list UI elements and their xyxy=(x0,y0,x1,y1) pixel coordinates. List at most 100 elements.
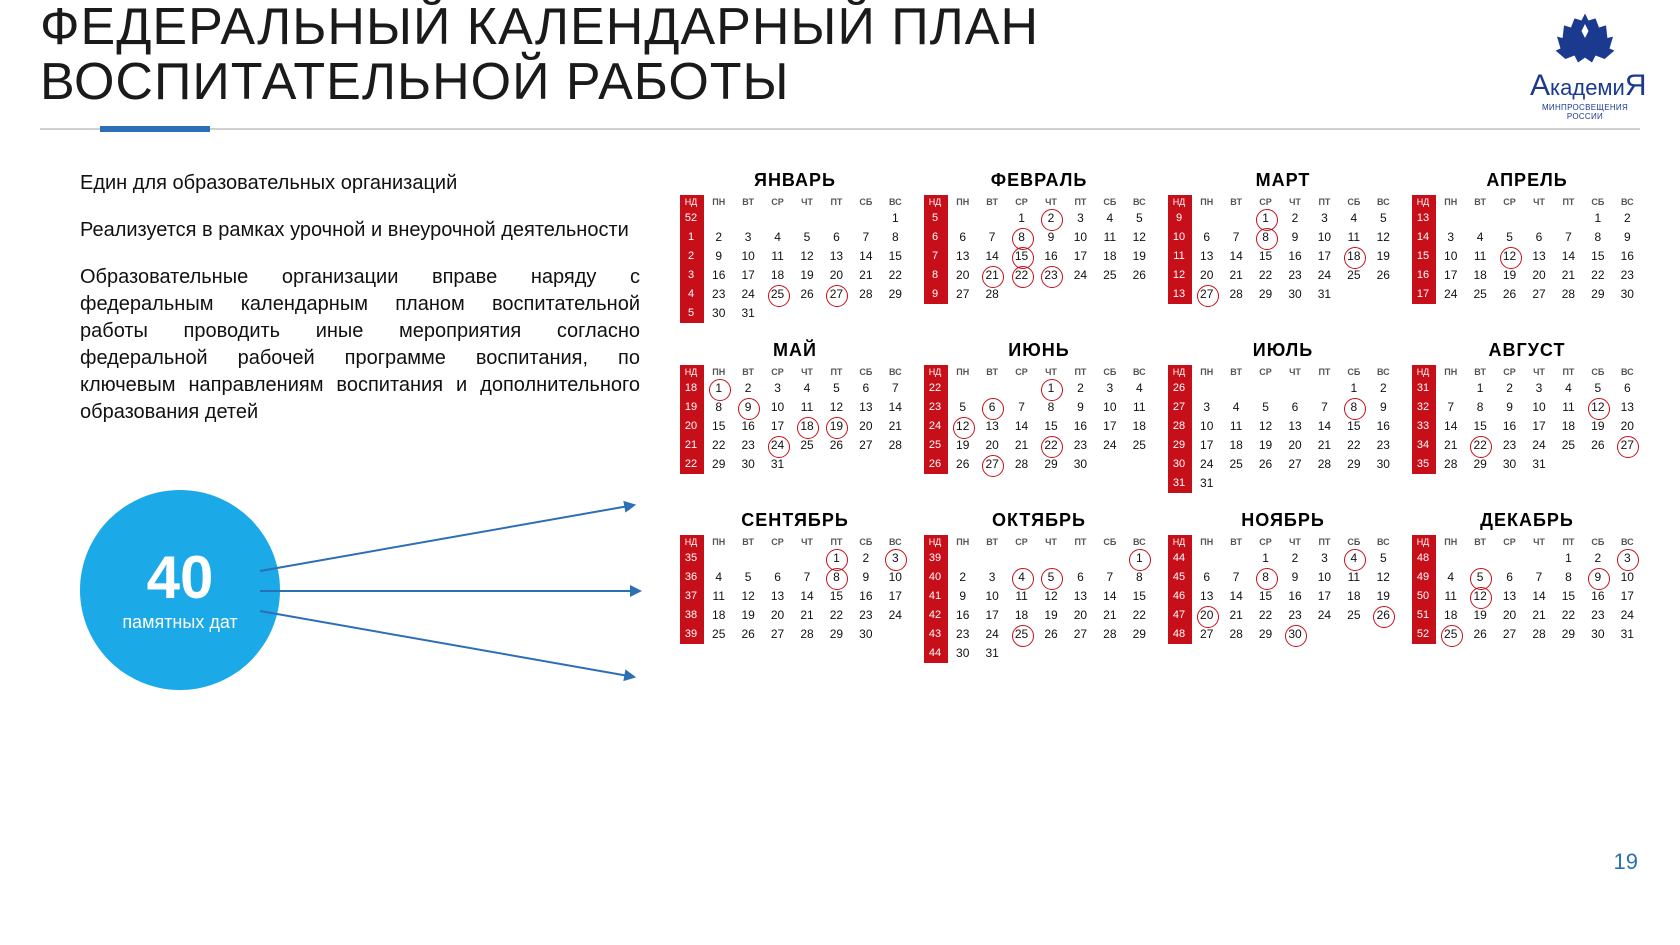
calendar-day: 30 xyxy=(1280,625,1309,644)
calendar-day: 19 xyxy=(1465,606,1494,625)
month-name: ИЮЛЬ xyxy=(1168,340,1398,361)
calendar-day: 9 xyxy=(733,398,762,417)
calendar-day: 25 xyxy=(1339,606,1368,625)
calendar-day: 2 xyxy=(1495,379,1524,398)
text-column: Един для образовательных организаций Реа… xyxy=(80,170,640,446)
calendar-day: 9 xyxy=(1495,398,1524,417)
calendar-day: 12 xyxy=(822,398,851,417)
calendar-day: 21 xyxy=(1007,436,1036,455)
eagle-emblem-icon xyxy=(1550,10,1620,65)
month-name: СЕНТЯБРЬ xyxy=(680,510,910,531)
calendar-day: 15 xyxy=(1339,417,1368,436)
calendar-day: 13 xyxy=(1192,587,1221,606)
calendar-day: 25 xyxy=(704,625,733,644)
calendar-day: 9 xyxy=(1280,568,1309,587)
calendar-day: 25 xyxy=(1125,436,1154,455)
calendar-day: 29 xyxy=(1125,625,1154,644)
calendar-day: 20 xyxy=(763,606,792,625)
calendar-day: 27 xyxy=(977,455,1006,474)
calendar-day: 19 xyxy=(792,266,821,285)
calendar-day: 16 xyxy=(851,587,880,606)
calendar-day: 11 xyxy=(763,247,792,266)
calendar-day: 26 xyxy=(1369,606,1398,625)
calendar-day: 8 xyxy=(1339,398,1368,417)
calendar-day: 22 xyxy=(1125,606,1154,625)
calendar-day: 1 xyxy=(1251,209,1280,228)
calendar-month: ФЕВРАЛЬНД56789ПНВТСРЧТПТСБВС123456789101… xyxy=(924,170,1154,322)
calendar-day: 24 xyxy=(1436,285,1465,304)
calendar-day: 13 xyxy=(1613,398,1642,417)
calendar-day: 15 xyxy=(1251,587,1280,606)
calendar-day: 9 xyxy=(1280,228,1309,247)
calendar-day: 24 xyxy=(977,625,1006,644)
calendar-day: 31 xyxy=(1524,455,1553,474)
calendar-day: 23 xyxy=(704,285,733,304)
calendar-day: 28 xyxy=(792,625,821,644)
calendar-day: 1 xyxy=(1554,549,1583,568)
calendar-day: 1 xyxy=(1251,549,1280,568)
calendar-day: 29 xyxy=(881,285,910,304)
calendar-day: 13 xyxy=(948,247,977,266)
calendar-day: 16 xyxy=(1036,247,1065,266)
calendar-day: 29 xyxy=(1036,455,1065,474)
calendar-day: 4 xyxy=(1125,379,1154,398)
calendar-day: 26 xyxy=(1369,266,1398,285)
calendar-day: 12 xyxy=(1251,417,1280,436)
calendar-day: 7 xyxy=(792,568,821,587)
calendar-day: 11 xyxy=(1125,398,1154,417)
calendar-day: 26 xyxy=(1125,266,1154,285)
calendar-day: 5 xyxy=(1583,379,1612,398)
calendar-day: 28 xyxy=(1007,455,1036,474)
calendar-day: 27 xyxy=(1280,455,1309,474)
calendar-day: 3 xyxy=(1095,379,1124,398)
calendar-day: 31 xyxy=(1613,625,1642,644)
calendar-day: 3 xyxy=(1310,549,1339,568)
calendar-day: 27 xyxy=(948,285,977,304)
calendar-day: 8 xyxy=(1125,568,1154,587)
calendar-day: 15 xyxy=(1007,247,1036,266)
calendar-day: 22 xyxy=(1007,266,1036,285)
calendar-day: 28 xyxy=(977,285,1006,304)
calendar-day: 18 xyxy=(1436,606,1465,625)
calendar-day: 7 xyxy=(1436,398,1465,417)
stat-number: 40 xyxy=(147,548,214,608)
calendar-day: 3 xyxy=(1310,209,1339,228)
calendar-day: 27 xyxy=(1192,285,1221,304)
calendar-day: 19 xyxy=(1369,587,1398,606)
calendar-day: 28 xyxy=(1554,285,1583,304)
calendar-day: 6 xyxy=(763,568,792,587)
calendar-day: 19 xyxy=(1495,266,1524,285)
calendar-day: 8 xyxy=(1251,228,1280,247)
calendar-day: 2 xyxy=(1280,549,1309,568)
calendar-day: 18 xyxy=(1465,266,1494,285)
calendar-day: 23 xyxy=(1036,266,1065,285)
calendar-day: 7 xyxy=(977,228,1006,247)
calendar-day: 27 xyxy=(763,625,792,644)
calendar-day: 17 xyxy=(1095,417,1124,436)
calendar-day: 15 xyxy=(1251,247,1280,266)
calendar-day: 12 xyxy=(1583,398,1612,417)
calendar-day: 21 xyxy=(1554,266,1583,285)
calendar-day: 25 xyxy=(1436,625,1465,644)
calendar-day: 27 xyxy=(851,436,880,455)
calendar-day: 2 xyxy=(1036,209,1065,228)
calendar-day: 7 xyxy=(1554,228,1583,247)
calendar-day: 15 xyxy=(1465,417,1494,436)
calendar-day: 4 xyxy=(1007,568,1036,587)
calendar-day: 2 xyxy=(1280,209,1309,228)
calendar-day: 17 xyxy=(733,266,762,285)
calendar-day: 26 xyxy=(948,455,977,474)
calendar-day: 10 xyxy=(1095,398,1124,417)
calendar-day: 24 xyxy=(1310,606,1339,625)
calendar-day: 16 xyxy=(1613,247,1642,266)
calendar-day: 12 xyxy=(1369,568,1398,587)
calendar-day: 25 xyxy=(1465,285,1494,304)
calendar-day: 20 xyxy=(1192,606,1221,625)
calendar-day: 22 xyxy=(1465,436,1494,455)
calendar-day: 13 xyxy=(977,417,1006,436)
calendar-day: 3 xyxy=(1192,398,1221,417)
calendar-day: 30 xyxy=(851,625,880,644)
calendar-day: 14 xyxy=(881,398,910,417)
calendar-day: 6 xyxy=(1524,228,1553,247)
calendar-day: 26 xyxy=(1465,625,1494,644)
